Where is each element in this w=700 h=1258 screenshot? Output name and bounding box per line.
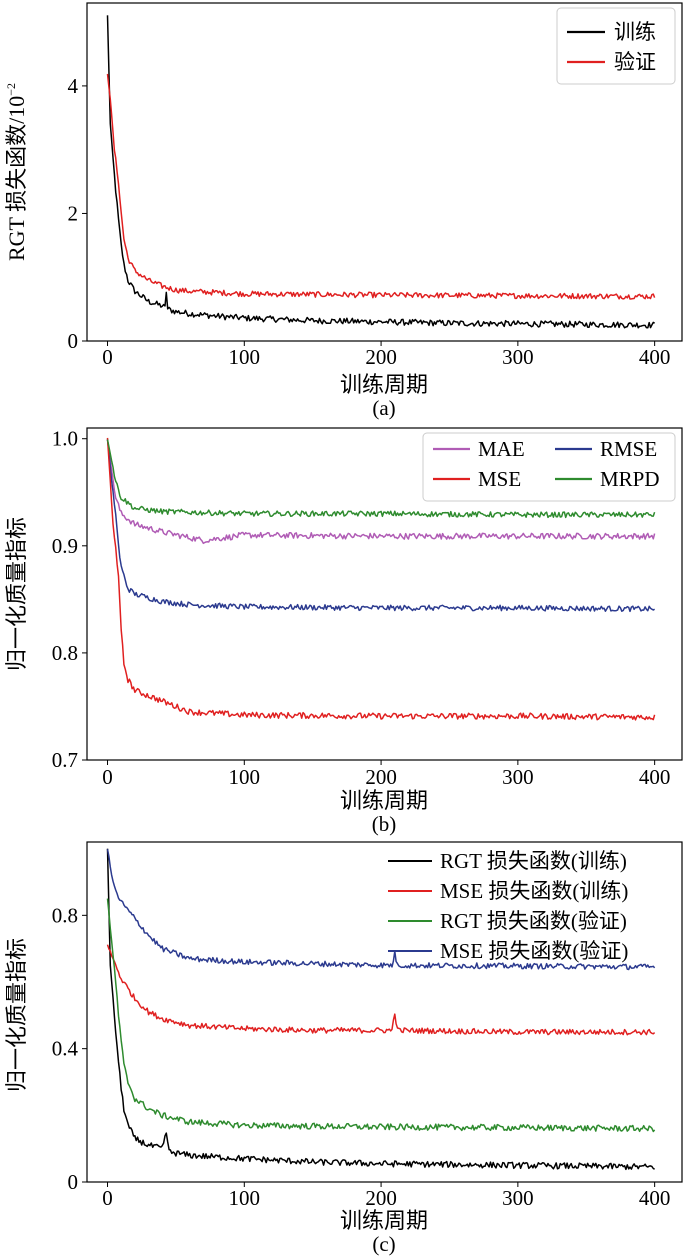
panel-c-xlabel: 训练周期 xyxy=(340,1208,428,1233)
panel-b-xtick-label: 200 xyxy=(365,765,397,789)
panel-a-xtick-label: 0 xyxy=(102,345,113,369)
panel-b-ylabel: 归一化质量指标 xyxy=(4,517,29,671)
panel-b-ytick-label: 0.7 xyxy=(52,748,78,772)
panel-b-ytick-label: 0.8 xyxy=(52,641,78,665)
panel-a-xtick-label: 100 xyxy=(229,345,261,369)
panel-a-xtick-label: 300 xyxy=(502,345,534,369)
panel-b-series-1 xyxy=(106,439,655,613)
panel-c-label: (c) xyxy=(372,1232,395,1256)
panel-c-legend: RGT 损失函数(训练) MSE 损失函数(训练) RGT 损失函数(验证) M… xyxy=(388,849,628,963)
panel-b-series-2 xyxy=(106,437,656,721)
panel-c: 0 100 200 300 400 0 0.4 0.8 训练周期 (c) 归一化质量指标 R… xyxy=(4,841,683,1256)
panel-b-series-3 xyxy=(106,439,656,519)
panel-b-legend-mae: MAE xyxy=(478,437,525,461)
panel-b-label: (b) xyxy=(372,812,397,836)
panel-c-series-2 xyxy=(106,898,656,1133)
panel-a-ylabel-base: RGT 损失函数/10 xyxy=(4,96,29,261)
panel-c-ytick-label: 0.8 xyxy=(52,903,78,927)
panel-b-xtick-label: 300 xyxy=(502,765,534,789)
panel-c-xtick-label: 0 xyxy=(102,1186,113,1210)
panel-b-legend-mrpd: MRPD xyxy=(600,467,660,491)
panel-a-legend-val: 验证 xyxy=(614,50,656,74)
panel-c-frame xyxy=(86,841,683,1183)
panel-a-legend-box xyxy=(556,7,676,85)
panel-b-legend-mse: MSE xyxy=(478,467,521,491)
panel-c-legend-0: RGT 损失函数(训练) xyxy=(440,849,627,873)
panel-c-series-3 xyxy=(106,849,656,971)
panel-b: 0 100 200 300 400 0.7 0.8 0.9 1.0 训练周期 (b) 归一化质… xyxy=(4,427,683,836)
panel-b-series-0 xyxy=(106,439,656,545)
panel-a-xtick-label: 400 xyxy=(639,345,671,369)
panel-a-legend: 训练 验证 xyxy=(556,7,676,85)
panel-c-ylabel: 归一化质量指标 xyxy=(4,938,29,1092)
panel-c-xtick-label: 300 xyxy=(502,1186,534,1210)
panel-c-legend-1: MSE 损失函数(训练) xyxy=(440,879,628,903)
panel-b-xlabel: 训练周期 xyxy=(340,788,428,813)
panel-a-ytick-label: 4 xyxy=(68,74,79,98)
panel-a-series-0 xyxy=(106,15,655,329)
panel-a-ylabel: RGT 损失函数/10−2 xyxy=(4,83,29,261)
panel-a: 0 100 200 300 400 0 2 4 训练周期 (a) RGT 损失函数/10−2… xyxy=(4,2,683,420)
panel-c-xtick-label: 200 xyxy=(365,1186,397,1210)
panel-b-ytick-label: 0.9 xyxy=(52,534,78,558)
panel-a-xtick-label: 200 xyxy=(365,345,397,369)
panel-b-xtick-label: 400 xyxy=(639,765,671,789)
panel-a-ylabel-exponent: −2 xyxy=(4,83,18,96)
panel-c-series-0 xyxy=(106,848,655,1171)
panel-a-series-1 xyxy=(106,73,656,300)
panel-a-ytick-label: 0 xyxy=(68,329,79,353)
panel-c-xtick-label: 400 xyxy=(639,1186,671,1210)
panel-b-legend-box xyxy=(422,432,676,502)
panel-c-ytick-label: 0.4 xyxy=(52,1037,79,1061)
panel-c-legend-2: RGT 损失函数(验证) xyxy=(440,909,627,933)
panel-a-frame xyxy=(86,2,683,342)
panel-c-legend-3: MSE 损失函数(验证) xyxy=(440,939,628,963)
panel-b-ytick-label: 1.0 xyxy=(52,427,78,451)
panel-a-ytick-label: 2 xyxy=(68,201,79,225)
panel-c-xtick-label: 100 xyxy=(229,1186,261,1210)
panel-b-xtick-label: 0 xyxy=(102,765,113,789)
panel-b-legend: MAE RMSE MSE MRPD xyxy=(422,432,676,502)
panel-a-label: (a) xyxy=(372,396,395,420)
panel-b-legend-rmse: RMSE xyxy=(600,437,657,461)
panel-a-xlabel: 训练周期 xyxy=(340,372,428,397)
panel-c-ytick-label: 0 xyxy=(68,1170,79,1194)
panel-b-xtick-label: 100 xyxy=(229,765,261,789)
panel-c-series-1 xyxy=(106,944,656,1036)
panel-b-frame xyxy=(86,427,683,761)
panel-a-legend-train: 训练 xyxy=(614,20,656,44)
